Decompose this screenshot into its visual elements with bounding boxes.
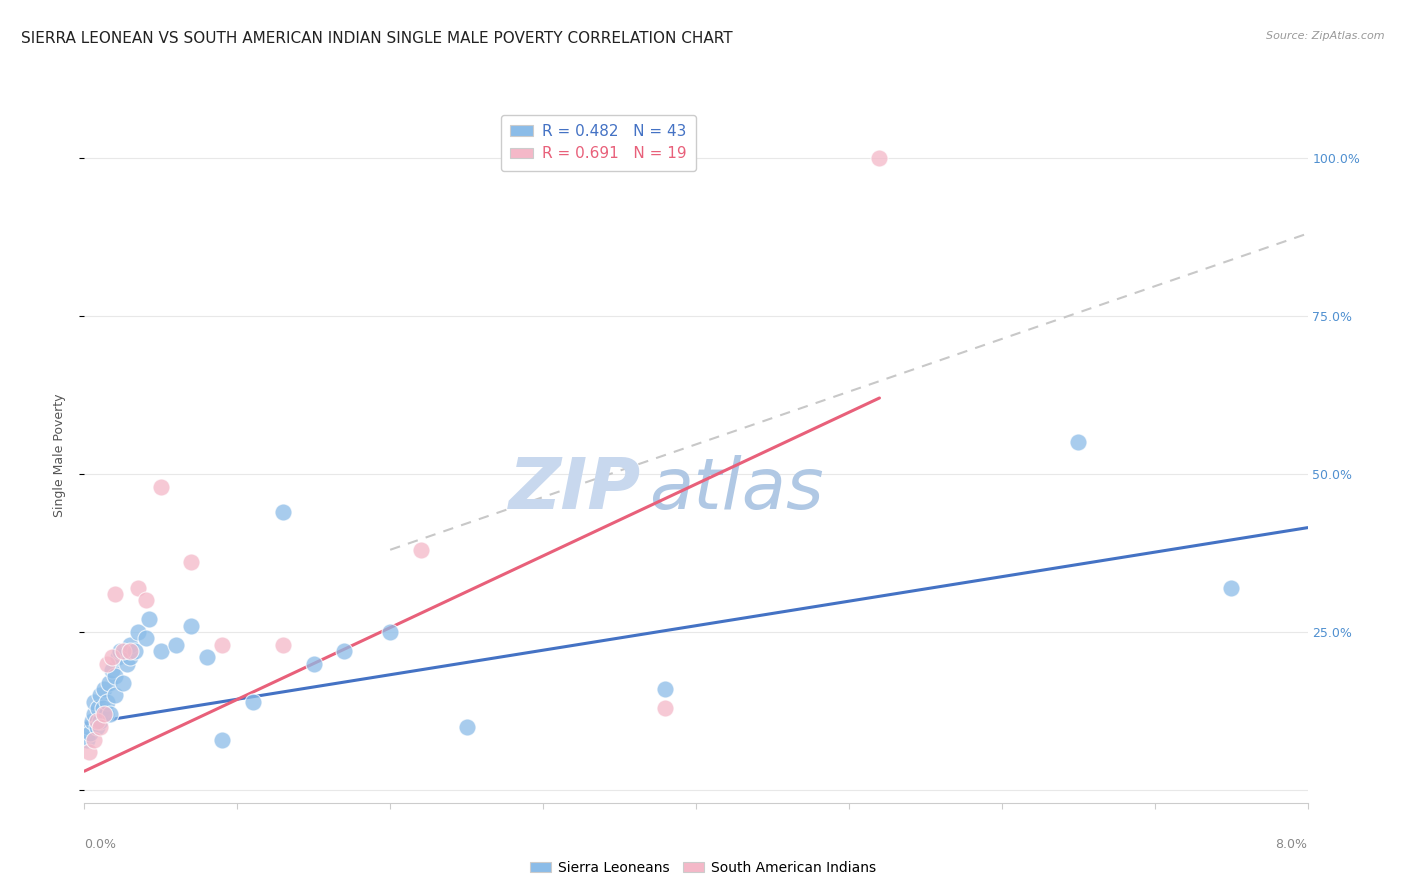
Point	[1220, 581, 1243, 595]
Point	[98, 707, 121, 722]
Point	[108, 644, 131, 658]
Point	[77, 745, 100, 759]
Point	[149, 644, 172, 658]
Point	[83, 707, 105, 722]
Point	[94, 707, 117, 722]
Point	[111, 675, 134, 690]
Point	[869, 151, 891, 165]
Point	[211, 732, 233, 747]
Point	[104, 669, 127, 683]
Point	[1067, 435, 1090, 450]
Legend: R = 0.482   N = 43, R = 0.691   N = 19: R = 0.482 N = 43, R = 0.691 N = 19	[501, 115, 696, 170]
Point	[87, 701, 110, 715]
Point	[654, 701, 676, 715]
Point	[91, 701, 114, 715]
Point	[271, 505, 294, 519]
Point	[149, 479, 172, 493]
Point	[380, 625, 402, 640]
Text: 8.0%: 8.0%	[1275, 838, 1308, 851]
Point	[97, 675, 120, 690]
Point	[211, 638, 233, 652]
Point	[96, 695, 118, 709]
Point	[86, 714, 108, 728]
Point	[124, 644, 146, 658]
Point	[135, 593, 157, 607]
Text: SIERRA LEONEAN VS SOUTH AMERICAN INDIAN SINGLE MALE POVERTY CORRELATION CHART: SIERRA LEONEAN VS SOUTH AMERICAN INDIAN …	[21, 31, 733, 46]
Point	[107, 650, 129, 665]
Point	[104, 587, 127, 601]
Point	[104, 688, 127, 702]
Point	[115, 657, 138, 671]
Point	[86, 720, 108, 734]
Point	[93, 707, 115, 722]
Point	[120, 650, 142, 665]
Point	[135, 632, 157, 646]
Point	[101, 663, 124, 677]
Point	[79, 726, 101, 740]
Point	[80, 714, 103, 728]
Text: 0.0%: 0.0%	[84, 838, 117, 851]
Point	[654, 681, 676, 696]
Point	[456, 720, 478, 734]
Point	[127, 581, 149, 595]
Point	[101, 650, 124, 665]
Point	[83, 695, 105, 709]
Point	[111, 644, 134, 658]
Point	[83, 732, 105, 747]
Point	[180, 556, 202, 570]
Text: ZIP: ZIP	[509, 455, 641, 524]
Point	[89, 688, 111, 702]
Legend: Sierra Leoneans, South American Indians: Sierra Leoneans, South American Indians	[524, 855, 882, 880]
Y-axis label: Single Male Poverty: Single Male Poverty	[53, 393, 66, 516]
Point	[76, 732, 98, 747]
Point	[165, 638, 187, 652]
Point	[89, 720, 111, 734]
Point	[333, 644, 356, 658]
Point	[138, 612, 160, 626]
Point	[96, 657, 118, 671]
Point	[302, 657, 325, 671]
Point	[271, 638, 294, 652]
Point	[242, 695, 264, 709]
Point	[77, 720, 100, 734]
Point	[195, 650, 218, 665]
Point	[120, 644, 142, 658]
Text: atlas: atlas	[650, 455, 824, 524]
Point	[409, 542, 432, 557]
Point	[127, 625, 149, 640]
Point	[93, 681, 115, 696]
Point	[89, 714, 111, 728]
Point	[180, 618, 202, 632]
Text: Source: ZipAtlas.com: Source: ZipAtlas.com	[1267, 31, 1385, 41]
Point	[120, 638, 142, 652]
